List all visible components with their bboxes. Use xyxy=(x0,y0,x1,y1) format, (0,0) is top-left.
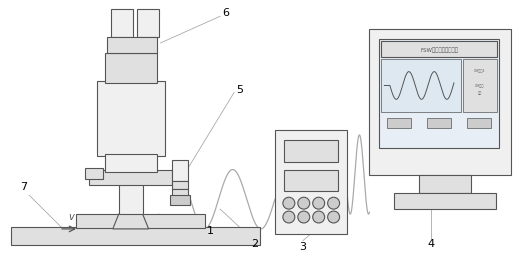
Bar xyxy=(419,176,471,193)
Bar xyxy=(379,39,499,148)
Circle shape xyxy=(328,197,340,209)
Bar xyxy=(105,53,156,82)
Text: CH触发: CH触发 xyxy=(475,84,485,87)
Bar xyxy=(119,184,143,214)
Text: 6: 6 xyxy=(222,8,230,18)
Bar xyxy=(369,29,511,176)
Text: 1: 1 xyxy=(207,226,214,236)
Text: FSW焊缝在线检测系统: FSW焊缝在线检测系统 xyxy=(420,47,458,53)
Text: 录波: 录波 xyxy=(478,91,482,95)
Bar xyxy=(105,154,156,171)
Bar xyxy=(381,59,461,112)
Bar xyxy=(463,59,497,112)
Bar xyxy=(394,193,496,209)
Text: CH通道1: CH通道1 xyxy=(474,69,486,73)
Bar xyxy=(85,168,103,179)
Bar xyxy=(284,170,338,191)
Bar xyxy=(172,181,189,189)
Text: v: v xyxy=(68,212,74,222)
Circle shape xyxy=(298,197,310,209)
Bar xyxy=(381,41,497,57)
Circle shape xyxy=(298,211,310,223)
Bar xyxy=(172,189,189,197)
Bar xyxy=(284,140,338,162)
Bar xyxy=(89,170,172,185)
Circle shape xyxy=(283,211,295,223)
Circle shape xyxy=(313,211,325,223)
Bar xyxy=(275,130,346,234)
Bar xyxy=(11,227,260,245)
Circle shape xyxy=(313,197,325,209)
Bar xyxy=(137,9,158,37)
Bar xyxy=(172,160,189,181)
Text: 5: 5 xyxy=(237,85,244,95)
Text: 3: 3 xyxy=(299,242,306,252)
Circle shape xyxy=(328,211,340,223)
Bar xyxy=(467,118,491,128)
Bar xyxy=(427,118,451,128)
Polygon shape xyxy=(113,214,148,229)
Bar xyxy=(111,9,133,37)
Text: 2: 2 xyxy=(252,239,258,249)
Circle shape xyxy=(283,197,295,209)
Text: 4: 4 xyxy=(428,239,435,249)
Bar xyxy=(170,195,190,205)
Bar xyxy=(387,118,411,128)
Bar xyxy=(76,214,205,228)
Bar xyxy=(97,80,165,156)
Bar xyxy=(107,37,156,53)
Text: 7: 7 xyxy=(20,182,27,192)
